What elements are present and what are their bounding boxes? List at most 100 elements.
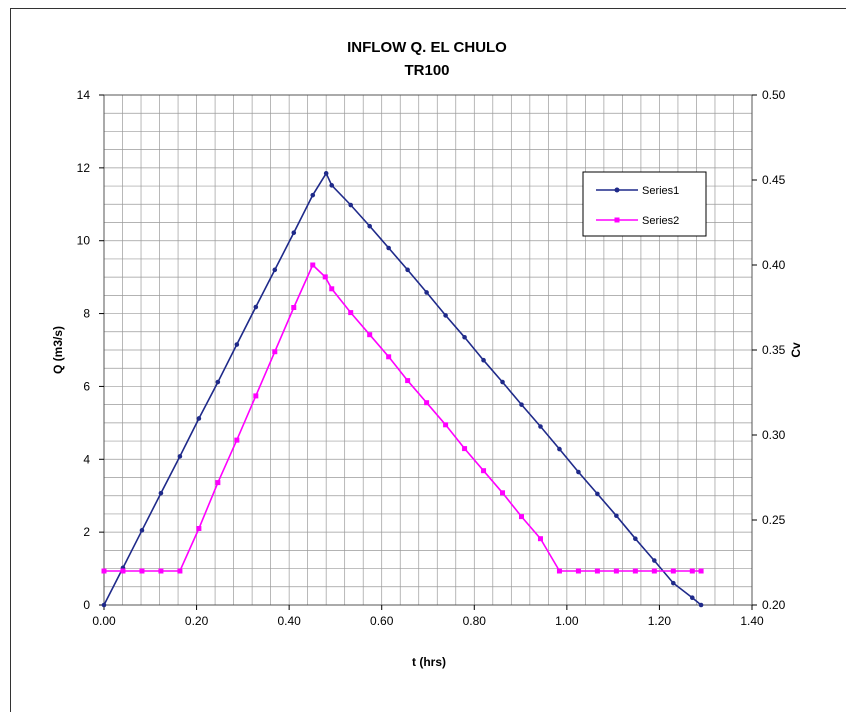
series1-point [386, 245, 391, 251]
series2-point [120, 568, 126, 574]
series2-point [177, 568, 183, 574]
series1-point [196, 416, 202, 421]
series1-point [348, 202, 354, 208]
x-tick-label: 0.40 [277, 614, 301, 628]
series1-point [139, 528, 145, 533]
series1-point [557, 446, 562, 452]
legend-series1-label: Series1 [642, 185, 679, 197]
x-tick-label: 1.00 [555, 614, 579, 628]
x-tick-label: 0.60 [370, 614, 394, 628]
series2-point [322, 274, 328, 280]
legend: Series1 Series2 [582, 171, 707, 237]
y-tick-label: 0 [83, 598, 90, 612]
y2-tick-label: 0.45 [762, 173, 786, 187]
series2-point [613, 568, 619, 574]
series1-point [272, 267, 278, 273]
series2-point [291, 305, 297, 310]
series1-point [177, 454, 183, 459]
series1-point [158, 490, 164, 496]
y2-tick-label: 0.35 [762, 343, 786, 357]
series2-point [405, 378, 411, 384]
series1-point [215, 379, 221, 385]
y-axis-label: Q (m3/s) [51, 326, 65, 374]
series2-point [537, 536, 543, 542]
grid [104, 95, 752, 605]
chart-frame [10, 8, 846, 712]
series2-point [462, 446, 468, 452]
x-axis-label: t (hrs) [412, 655, 446, 669]
series1-point [462, 334, 467, 340]
y2-tick-label: 0.25 [762, 513, 786, 527]
legend-series2-label: Series2 [642, 215, 679, 227]
series2-point [234, 437, 240, 443]
series2-point [367, 332, 373, 338]
y-tick-label: 8 [83, 307, 90, 321]
series1-point [405, 267, 410, 273]
series2-point [272, 349, 278, 355]
series-group [101, 171, 704, 608]
series1-point [652, 558, 657, 563]
chart-subtitle: TR100 [404, 62, 449, 79]
series1-point [443, 313, 448, 318]
series1-point [500, 379, 505, 385]
series2-point [698, 568, 704, 574]
series2-point [556, 568, 562, 574]
series1-point [614, 513, 619, 519]
y-tick-label: 4 [83, 452, 90, 466]
series2-point [443, 422, 449, 428]
y-tick-label: 6 [83, 379, 90, 393]
series1-point [698, 602, 704, 608]
x-tick-label: 0.00 [92, 614, 116, 628]
series2-point [253, 393, 259, 399]
series1-point [595, 491, 600, 497]
y-tick-label: 10 [77, 234, 91, 248]
series2-point [139, 568, 145, 574]
series2-point [329, 286, 335, 292]
x-tick-label: 0.80 [463, 614, 487, 628]
tick-labels: 0.00 0.20 0.40 0.60 0.80 1.00 1.20 1.40 0 2 4 6 8 10 1… [77, 88, 786, 628]
series2-point [310, 262, 316, 268]
x-tick-label: 0.20 [185, 614, 209, 628]
x-tick-label: 1.20 [648, 614, 672, 628]
series1-point [367, 223, 372, 229]
series1-point [234, 342, 240, 347]
series2-point [632, 568, 638, 574]
series1-point [424, 290, 429, 295]
series1-point [481, 357, 486, 363]
y-tick-label: 14 [77, 88, 91, 102]
y2-tick-label: 0.20 [762, 598, 786, 612]
series2-point [215, 480, 221, 486]
series2-point [518, 514, 524, 520]
series1-point [689, 595, 695, 601]
y2-tick-label: 0.40 [762, 258, 786, 272]
series1-point [323, 171, 329, 176]
y-tick-label: 12 [77, 161, 91, 175]
series1-point [671, 580, 676, 586]
series2-point [481, 468, 487, 474]
series2-point [196, 526, 202, 531]
series2-line [104, 263, 702, 572]
series2-point [689, 568, 695, 574]
series2-point [500, 490, 506, 496]
series2-point [101, 568, 107, 574]
series2-point [594, 568, 600, 574]
series1-point [576, 469, 581, 475]
series1-point [519, 402, 524, 407]
series1-point [310, 192, 316, 198]
y2-tick-label: 0.30 [762, 428, 786, 442]
series1-point [329, 183, 335, 188]
x-tick-label: 1.40 [740, 614, 764, 628]
chart-title: INFLOW Q. EL CHULO [347, 39, 507, 56]
series2-point [158, 568, 164, 574]
y2-tick-label: 0.50 [762, 88, 786, 102]
series2-point [348, 310, 354, 316]
series1-point [101, 602, 107, 608]
series2-point [670, 568, 676, 574]
series1-point [291, 230, 297, 235]
series1-point [253, 304, 259, 310]
legend-box [582, 171, 707, 237]
legend-series2-marker [614, 217, 620, 223]
series1-point [538, 424, 543, 429]
series2-point [386, 354, 392, 360]
